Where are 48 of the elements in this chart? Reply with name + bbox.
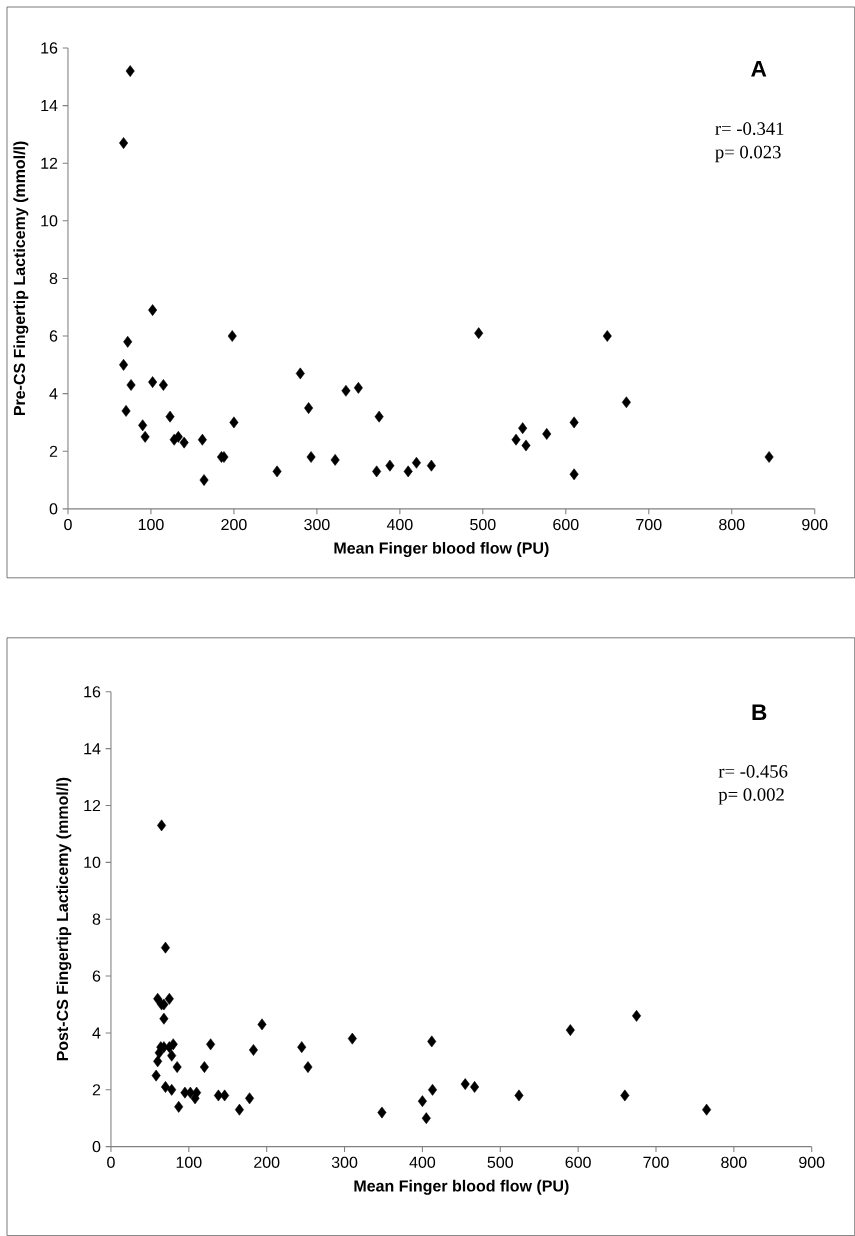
y-tick-label: 2 bbox=[49, 445, 58, 457]
x-tick-label: 500 bbox=[470, 518, 496, 531]
x-tick-label: 800 bbox=[721, 1156, 747, 1168]
y-axis-title: Post-CS Fingertip Lacticemy (mmol/l) bbox=[56, 777, 72, 1061]
y-tick-label: 12 bbox=[84, 799, 101, 812]
x-tick-label: 600 bbox=[565, 1156, 591, 1168]
x-tick-label: 0 bbox=[107, 1156, 115, 1168]
x-tick-label: 700 bbox=[636, 518, 662, 531]
y-tick-label: 6 bbox=[49, 330, 58, 342]
y-tick-label: 16 bbox=[41, 42, 58, 54]
x-tick-label: 0 bbox=[64, 518, 72, 531]
y-axis-title: Pre-CS Fingertip Lacticemy (mmol/l) bbox=[13, 141, 29, 416]
annotation: p= 0.002 bbox=[718, 788, 784, 805]
x-axis-title: Mean Finger blood flow (PU) bbox=[334, 542, 549, 557]
x-tick-label: 800 bbox=[719, 518, 745, 531]
y-tick-label: 4 bbox=[49, 388, 58, 400]
x-tick-label: 900 bbox=[799, 1156, 825, 1168]
y-tick-label: 6 bbox=[92, 970, 101, 982]
chart-title: A bbox=[751, 60, 767, 77]
x-tick-label: 100 bbox=[138, 518, 164, 531]
y-tick-label: 10 bbox=[84, 856, 101, 869]
x-tick-label: 400 bbox=[386, 518, 413, 531]
y-tick-label: 0 bbox=[49, 503, 58, 515]
y-tick-label: 2 bbox=[92, 1084, 101, 1096]
annotation: p= 0.023 bbox=[715, 145, 781, 163]
annotation: r= -0.456 bbox=[718, 765, 788, 778]
y-tick-label: 14 bbox=[41, 100, 58, 112]
y-tick-label: 10 bbox=[41, 215, 58, 227]
x-tick-label: 900 bbox=[802, 518, 828, 531]
x-axis-title: Mean Finger blood flow (PU) bbox=[354, 1179, 569, 1195]
annotation: r= -0.341 bbox=[715, 122, 784, 135]
x-tick-label: 700 bbox=[643, 1156, 669, 1168]
y-tick-label: 0 bbox=[92, 1140, 101, 1153]
x-tick-label: 200 bbox=[221, 518, 247, 531]
x-tick-label: 500 bbox=[487, 1156, 513, 1168]
y-tick-label: 12 bbox=[41, 157, 58, 169]
chart-title: B bbox=[752, 704, 767, 721]
x-tick-label: 200 bbox=[254, 1156, 280, 1168]
x-tick-label: 300 bbox=[331, 1156, 358, 1168]
x-tick-label: 400 bbox=[409, 1156, 436, 1168]
x-tick-label: 300 bbox=[304, 518, 330, 531]
y-tick-label: 8 bbox=[92, 913, 101, 925]
x-tick-label: 100 bbox=[176, 1156, 202, 1168]
x-tick-label: 600 bbox=[553, 518, 579, 531]
y-tick-label: 14 bbox=[84, 743, 101, 755]
y-tick-label: 16 bbox=[84, 686, 101, 698]
y-tick-label: 4 bbox=[92, 1027, 101, 1039]
y-tick-label: 8 bbox=[49, 272, 58, 285]
